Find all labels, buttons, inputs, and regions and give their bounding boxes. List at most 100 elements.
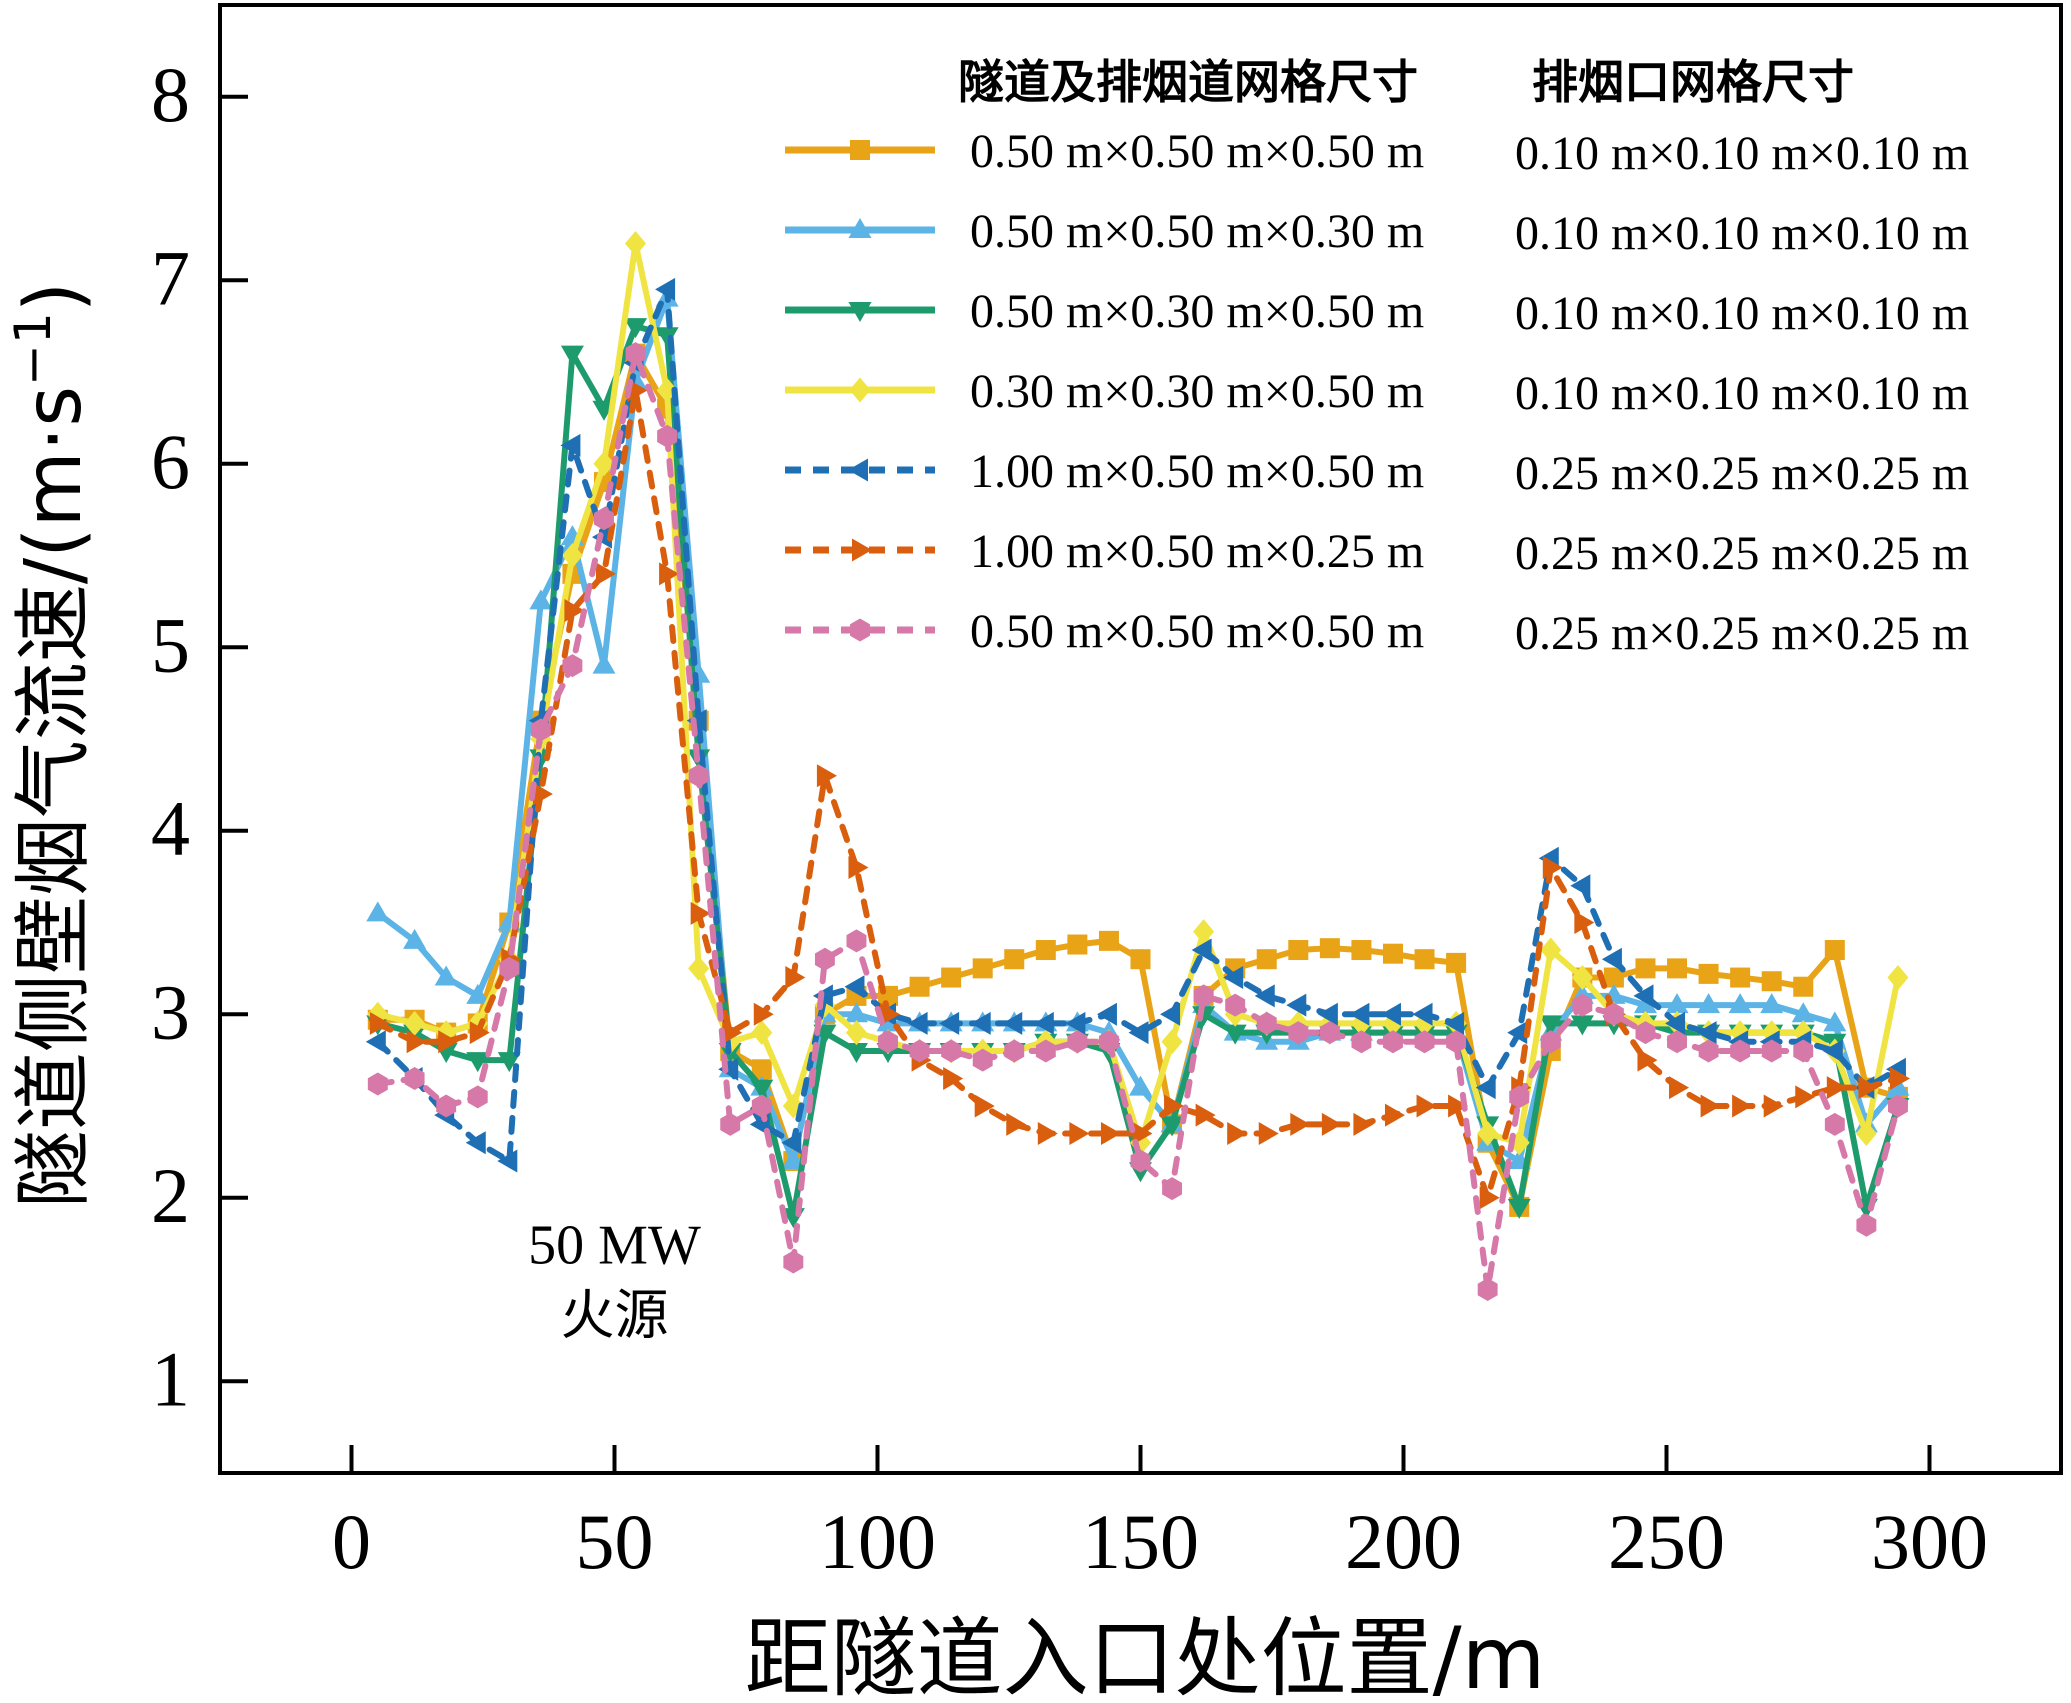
x-tick-label: 250 — [1608, 1498, 1725, 1585]
data-point — [466, 1052, 490, 1073]
y-axis-label-close: ) — [9, 282, 99, 312]
data-point — [753, 1002, 774, 1026]
axis-ticks-layer — [220, 94, 1932, 1473]
data-point — [1760, 993, 1784, 1014]
data-point — [1574, 911, 1595, 934]
data-point — [436, 1094, 457, 1118]
data-point — [1067, 934, 1088, 955]
data-point — [1286, 993, 1307, 1017]
data-point — [1004, 1039, 1025, 1063]
data-point — [1635, 1021, 1656, 1045]
data-point — [1886, 1075, 1910, 1096]
data-point — [625, 231, 647, 257]
data-point — [403, 928, 427, 949]
data-point — [1164, 1094, 1185, 1118]
y-tick-label: 1 — [151, 1335, 190, 1422]
data-point — [1191, 938, 1212, 962]
data-point — [1380, 1002, 1401, 1026]
data-point — [1667, 1030, 1687, 1054]
data-point — [720, 1112, 741, 1136]
data-point — [1192, 1006, 1216, 1027]
data-point — [1444, 1011, 1465, 1035]
data-point — [1382, 943, 1403, 964]
data-point — [1761, 971, 1782, 992]
data-point — [1795, 1085, 1816, 1109]
data-point — [941, 1039, 962, 1063]
data-point — [1256, 1011, 1277, 1035]
data-point — [1193, 984, 1214, 1008]
legend-grid-size: 1.00 m×0.50 m×0.25 m — [970, 525, 1424, 578]
data-point — [844, 1042, 868, 1063]
data-point — [1446, 1030, 1467, 1054]
data-point — [1254, 984, 1275, 1008]
data-point — [690, 901, 711, 925]
data-point — [560, 433, 581, 457]
data-point — [1887, 965, 1909, 991]
data-point — [469, 1021, 490, 1045]
data-point — [1223, 1024, 1247, 1045]
legend-item: 0.50 m×0.30 m×0.50 m 0.10 m×0.10 m×0.10 m — [785, 285, 1969, 340]
data-point — [1195, 1103, 1216, 1127]
y-axis-label-sup: −1 — [4, 312, 62, 386]
legend-marker — [852, 538, 872, 562]
data-point — [1414, 949, 1435, 970]
data-point — [1475, 1076, 1496, 1100]
legend-grid-size: 0.50 m×0.50 m×0.50 m — [970, 125, 1424, 178]
legend-marker — [848, 458, 868, 482]
data-point — [1477, 1121, 1499, 1147]
legend-grid-size: 1.00 m×0.50 m×0.50 m — [970, 445, 1424, 498]
data-point — [1065, 1011, 1086, 1035]
legend-item: 0.30 m×0.30 m×0.50 m 0.10 m×0.10 m×0.10 m — [785, 365, 1969, 420]
data-point — [1098, 1030, 1119, 1054]
data-point — [1098, 930, 1119, 951]
data-point — [1384, 1103, 1405, 1127]
data-point — [1696, 1021, 1717, 1045]
legend-item: 0.50 m×0.50 m×0.50 m 0.25 m×0.25 m×0.25 m — [785, 605, 1969, 660]
data-point — [1889, 1066, 1910, 1090]
data-point — [970, 1011, 991, 1035]
data-point — [1002, 1011, 1023, 1035]
data-point — [592, 653, 616, 674]
data-point — [655, 327, 679, 348]
data-point — [1570, 1015, 1594, 1036]
data-point — [1509, 1085, 1530, 1109]
data-point — [972, 958, 993, 979]
fire-source-annotation-label: 火源 — [561, 1284, 669, 1347]
data-point — [1539, 1015, 1563, 1036]
data-point — [497, 1149, 518, 1173]
data-point — [1412, 1002, 1433, 1026]
data-point — [1571, 965, 1593, 991]
data-point — [1507, 1198, 1531, 1219]
data-point — [438, 1030, 459, 1054]
data-point — [1791, 1002, 1815, 1023]
legend-vent-size: 0.10 m×0.10 m×0.10 m — [1515, 207, 1969, 260]
data-point — [659, 562, 680, 586]
data-point — [1728, 993, 1752, 1014]
data-point — [1416, 1094, 1437, 1118]
data-point — [497, 1052, 521, 1073]
data-point — [848, 855, 869, 879]
data-point — [1603, 967, 1624, 988]
data-point — [1479, 1186, 1500, 1210]
y-axis-label-main: 隧道侧壁烟气流速/(m·s — [9, 386, 99, 1208]
data-point — [1448, 1094, 1469, 1118]
data-point — [1856, 1213, 1877, 1237]
data-point — [1353, 1112, 1374, 1136]
data-point — [1824, 1112, 1845, 1136]
y-tick-label: 7 — [151, 234, 190, 321]
data-point — [1223, 966, 1244, 990]
data-point — [1633, 993, 1657, 1014]
data-point — [844, 975, 865, 999]
data-point — [943, 1066, 964, 1090]
legend-item: 1.00 m×0.50 m×0.50 m 0.25 m×0.25 m×0.25 m — [785, 445, 1969, 500]
data-point — [1319, 938, 1340, 959]
data-point — [844, 1002, 868, 1023]
data-point — [1635, 958, 1656, 979]
data-point — [529, 589, 553, 610]
data-point — [1290, 1112, 1311, 1136]
data-point — [499, 956, 520, 980]
data-point — [1351, 940, 1372, 961]
data-point — [750, 1079, 774, 1100]
